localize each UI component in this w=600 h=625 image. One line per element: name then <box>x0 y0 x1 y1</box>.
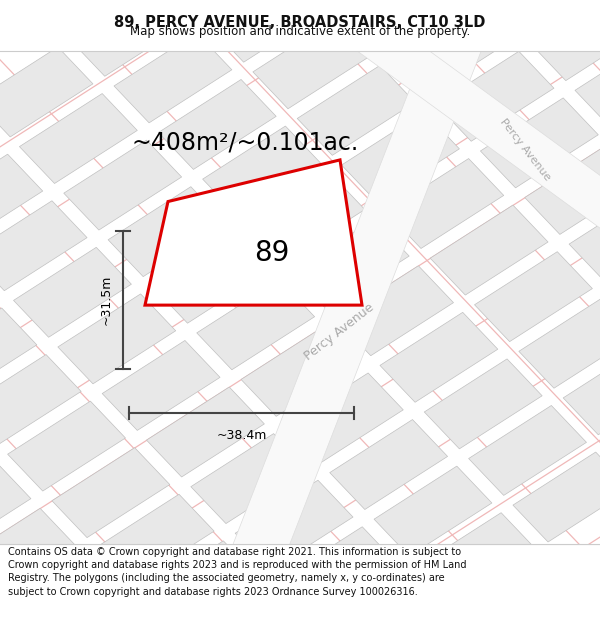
Polygon shape <box>344 12 600 238</box>
Text: ~31.5m: ~31.5m <box>99 275 112 325</box>
Text: Map shows position and indicative extent of the property.: Map shows position and indicative extent… <box>130 25 470 38</box>
Text: Percy Avenue: Percy Avenue <box>302 301 376 363</box>
Text: ~38.4m: ~38.4m <box>217 429 266 442</box>
Polygon shape <box>226 5 494 575</box>
Text: 89, PERCY AVENUE, BROADSTAIRS, CT10 3LD: 89, PERCY AVENUE, BROADSTAIRS, CT10 3LD <box>115 16 485 31</box>
Text: Contains OS data © Crown copyright and database right 2021. This information is : Contains OS data © Crown copyright and d… <box>8 547 466 597</box>
Polygon shape <box>145 160 362 305</box>
Text: ~408m²/~0.101ac.: ~408m²/~0.101ac. <box>132 131 359 154</box>
Text: 89: 89 <box>254 239 289 267</box>
Text: Percy Avenue: Percy Avenue <box>498 117 552 182</box>
